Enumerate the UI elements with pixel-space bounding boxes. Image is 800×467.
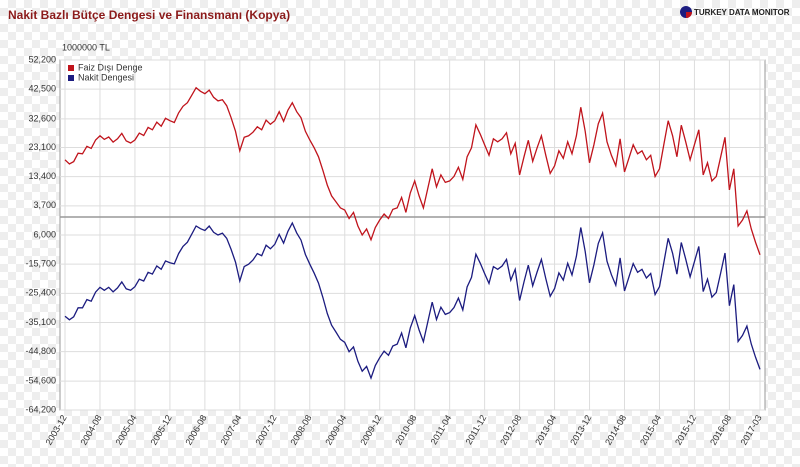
x-tick-label: 2015-04	[638, 413, 663, 447]
x-tick-label: 2014-08	[603, 413, 628, 447]
x-tick-label: 2009-12	[358, 413, 383, 447]
chart-title: Nakit Bazlı Bütçe Dengesi ve Finansmanı …	[8, 8, 290, 22]
y-tick-label: -15,700	[25, 259, 56, 269]
y-tick-label: 42,500	[28, 84, 56, 94]
x-tick-label: 2008-08	[288, 413, 313, 447]
x-tick-label: 2011-12	[464, 413, 489, 446]
y-tick-label: -44,800	[25, 346, 56, 356]
y-tick-label: 52,200	[28, 54, 56, 64]
y-tick-label: 3,700	[33, 200, 56, 210]
x-tick-label: 2016-08	[708, 413, 733, 447]
x-tick-label: 2005-04	[114, 413, 139, 447]
brand: TURKEY DATA MONITOR	[694, 8, 790, 17]
legend-label: Nakit Dengesi	[78, 72, 134, 82]
x-tick-label: 2009-04	[323, 413, 348, 447]
x-tick-label: 2015-12	[673, 413, 698, 447]
x-tick-label: 2013-12	[568, 413, 593, 447]
legend-label: Faiz Dışı Denge	[78, 62, 143, 72]
x-tick-label: 2012-08	[498, 413, 523, 447]
legend-swatch	[68, 65, 74, 71]
x-tick-label: 2007-04	[218, 413, 243, 447]
y-tick-label: 23,100	[28, 142, 56, 152]
brand-logo-part	[686, 12, 692, 18]
series-line	[64, 86, 761, 256]
x-tick-label: 2013-04	[533, 413, 558, 447]
legend-swatch	[68, 75, 74, 81]
y-tick-label: -35,100	[25, 317, 56, 327]
x-tick-label: 2010-08	[393, 413, 418, 447]
y-tick-label: 32,600	[28, 113, 56, 123]
series-line	[64, 221, 761, 381]
y-tick-label: 13,400	[28, 171, 56, 181]
y-tick-label: -25,400	[25, 288, 56, 298]
x-tick-label: 2005-12	[149, 413, 174, 447]
x-tick-label: 2017-03	[739, 413, 764, 447]
y-tick-label: 6,000	[33, 229, 56, 239]
x-tick-label: 2006-08	[183, 413, 208, 447]
x-tick-label: 2004-08	[79, 413, 104, 447]
y-tick-label: -54,600	[25, 376, 56, 386]
x-tick-label: 2011-04	[429, 413, 454, 446]
y-tick-label: -64,200	[25, 404, 56, 414]
x-tick-label: 2003-12	[44, 413, 69, 447]
x-tick-label: 2007-12	[253, 413, 278, 447]
y-unit: 1000000 TL	[62, 42, 110, 52]
